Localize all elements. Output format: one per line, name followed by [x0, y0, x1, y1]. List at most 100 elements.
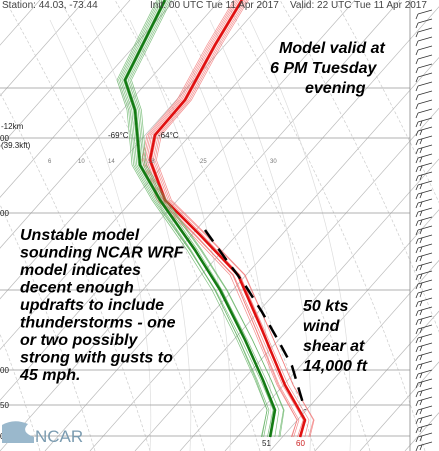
- barb-staff: [417, 288, 433, 294]
- barb-flag: [415, 445, 419, 451]
- barb-flag: [415, 211, 419, 218]
- valid-note: Model valid at 6 PM Tuesday evening: [270, 40, 389, 97]
- barb-flag: [419, 390, 423, 397]
- barb-staff: [417, 441, 433, 447]
- barb-staff: [417, 81, 433, 87]
- barb-flag: [419, 354, 423, 361]
- line: 45 mph.: [19, 367, 80, 384]
- barb-flag: [415, 274, 419, 281]
- barb-staff: [417, 243, 433, 249]
- isotherm: [314, 310, 439, 451]
- barb-staff: [417, 126, 433, 132]
- isotherm: [0, 0, 131, 148]
- barb-staff: [417, 171, 433, 177]
- barb-flag: [419, 228, 423, 235]
- isotherm: [0, 0, 221, 249]
- barb-flag: [419, 237, 423, 244]
- barb-flag: [419, 192, 423, 199]
- mean: [123, 0, 277, 438]
- barb-flag: [419, 372, 423, 379]
- mixing-label: 10: [78, 159, 85, 165]
- barb-flag: [415, 121, 419, 128]
- barb-staff: [417, 225, 433, 231]
- barb-flag: [419, 246, 423, 253]
- shear-line: [203, 229, 307, 411]
- member: [156, 0, 314, 438]
- wind-barbs: [415, 9, 433, 451]
- barb-flag: [415, 238, 419, 245]
- mixing-ratio-labels: 6 10 14 18 25 30: [48, 159, 277, 165]
- barb-flag: [419, 183, 423, 190]
- barb-staff: [417, 54, 433, 60]
- isotherm: [0, 0, 311, 351]
- barb-staff: [417, 333, 433, 339]
- member: [118, 0, 274, 438]
- barb-staff: [417, 369, 433, 375]
- member: [131, 0, 284, 438]
- barb-flag: [419, 165, 423, 172]
- line: or two possibly: [20, 332, 138, 349]
- line: decent enough: [20, 280, 134, 297]
- logo: NCAR: [2, 421, 83, 446]
- barb-staff: [417, 315, 433, 321]
- mixing-label: 18: [148, 159, 155, 165]
- member: [116, 0, 268, 438]
- pressure-label: 00: [0, 366, 9, 375]
- barb-staff: [417, 279, 433, 285]
- isotherm: [44, 6, 439, 451]
- barb-flag: [415, 157, 419, 164]
- barb-staff: [417, 405, 433, 411]
- line: shear at: [303, 338, 365, 355]
- adiabat: [0, 203, 96, 451]
- barb-flag: [415, 112, 419, 119]
- moist-adiabat: [209, 19, 312, 451]
- barb-staff: [417, 252, 433, 258]
- barb-flag: [419, 291, 423, 298]
- barb-flag: [415, 184, 419, 191]
- barb-flag: [415, 22, 419, 29]
- height: -12km: [1, 122, 24, 131]
- barb-staff: [417, 99, 433, 105]
- moist-adiabat: [249, 19, 352, 451]
- adiabat: [279, 0, 439, 333]
- barb-flag: [415, 328, 419, 335]
- barb-flag: [415, 76, 419, 83]
- adiabat: [59, 0, 261, 451]
- barb-flag: [419, 210, 423, 217]
- barb-flag: [419, 300, 423, 307]
- barb-flag: [419, 399, 423, 406]
- adiabat: [224, 0, 426, 451]
- barb-flag: [415, 283, 419, 290]
- isotherm: [0, 0, 176, 198]
- barb-staff: [417, 117, 433, 123]
- barb-staff: [417, 297, 433, 303]
- member: [119, 0, 270, 438]
- barb-flag: [415, 103, 419, 110]
- valid: Valid: 22 UTC Tue 11 Apr 2017: [290, 0, 427, 11]
- barb-flag: [415, 175, 419, 182]
- barb-flag: [415, 229, 419, 236]
- barb-flag: [419, 273, 423, 280]
- surface-temperature: 60: [296, 439, 305, 448]
- mean: [148, 0, 307, 438]
- barb-flag: [415, 319, 419, 326]
- barb-flag: [415, 49, 419, 56]
- barb-flag: [419, 174, 423, 181]
- barb-flag: [419, 156, 423, 163]
- barb-staff: [417, 153, 433, 159]
- line: 14,000 ft: [303, 358, 368, 375]
- barb-staff: [417, 45, 433, 51]
- barb-flag: [415, 85, 419, 92]
- barb-flag: [419, 318, 423, 325]
- line: 50 kts: [303, 298, 348, 315]
- barb-flag: [415, 40, 419, 47]
- mixing-label: 14: [108, 159, 115, 165]
- barb-flag: [419, 201, 423, 208]
- barb-flag: [415, 436, 419, 443]
- sounding-note: Unstable model sounding NCAR WRF model ind…: [19, 227, 185, 384]
- barb-flag: [415, 202, 419, 209]
- barb-flag: [415, 148, 419, 155]
- barb-flag: [419, 426, 423, 433]
